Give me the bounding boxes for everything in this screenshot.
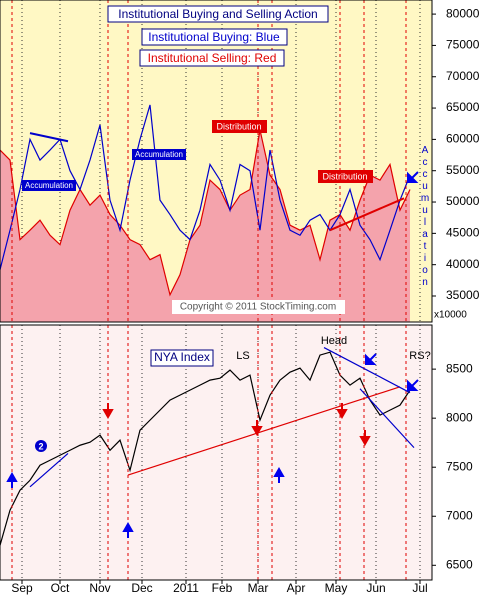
legend-box <box>141 28 288 46</box>
series-line <box>0 104 411 270</box>
trendline <box>329 197 405 232</box>
y-tick-label: 50000 <box>446 194 480 208</box>
x-tick-label: Feb <box>212 581 233 595</box>
copyright: Copyright © 2011 StockTiming.com <box>180 302 336 313</box>
copyright-box <box>172 300 345 314</box>
down-arrow <box>336 403 348 420</box>
badge <box>35 440 47 452</box>
label-box <box>22 180 76 191</box>
y-tick-label: 65000 <box>446 100 480 114</box>
y-tick-label: 75000 <box>446 38 480 52</box>
x-tick-label: Sep <box>11 581 33 595</box>
x-tick-label: Jul <box>412 581 427 595</box>
x-tick-label: Apr <box>287 581 306 595</box>
annotation: Distribution <box>216 121 261 131</box>
series-line <box>0 129 411 297</box>
y-tick-label: 7500 <box>446 459 473 473</box>
top-frame <box>0 0 433 323</box>
y-tick-label: 60000 <box>446 132 480 146</box>
selling-area <box>0 129 410 322</box>
title: Institutional Buying and Selling Action <box>118 7 317 21</box>
y-tick-label: 40000 <box>446 257 480 271</box>
legend-red: Institutional Selling: Red <box>148 51 277 65</box>
bottom-frame <box>0 324 433 581</box>
x-tick-label: Mar <box>248 581 269 595</box>
series-line <box>0 351 411 546</box>
annotation: RS? <box>409 350 430 362</box>
label-box <box>132 149 186 160</box>
y-tick-label: 70000 <box>446 69 480 83</box>
up-arrow <box>6 471 18 488</box>
y-tick-label: 6500 <box>446 557 473 571</box>
y-tick-label: 8500 <box>446 361 473 375</box>
x-tick-label: Nov <box>89 581 110 595</box>
unit-label: x10000 <box>434 310 467 321</box>
y-tick-label: 80000 <box>446 6 480 20</box>
x-tick-label: Dec <box>131 581 152 595</box>
down-arrow <box>102 403 114 420</box>
arrows <box>6 171 419 538</box>
annotation: Accumulation <box>135 150 183 159</box>
y-tick-label: 7000 <box>446 508 473 522</box>
down-arrow <box>251 420 263 437</box>
diag-arrow <box>407 171 419 183</box>
x-tick-label: 2011 <box>173 581 199 595</box>
x-tick-label: Oct <box>51 581 70 595</box>
annotation: Accumulation <box>25 181 73 190</box>
up-arrow <box>122 521 134 538</box>
label-box <box>318 170 373 183</box>
y-tick-label: 8000 <box>446 410 473 424</box>
legend-box <box>139 49 285 67</box>
trendline <box>29 132 69 143</box>
title: NYA Index <box>154 350 210 364</box>
title-box <box>150 349 214 367</box>
y-tick-label: 55000 <box>446 163 480 177</box>
y-tick-label: 45000 <box>446 226 480 240</box>
trendline <box>359 388 415 449</box>
trendline <box>29 453 69 488</box>
trendline <box>323 347 411 394</box>
annotation: 2 <box>38 441 43 451</box>
x-tick-label: Jun <box>366 581 385 595</box>
legend-blue: Institutional Buying: Blue <box>148 30 280 44</box>
annotation: Distribution <box>322 171 367 181</box>
title-box <box>107 5 329 23</box>
trendline <box>127 386 401 476</box>
annotation: LS <box>236 350 249 362</box>
bottom-panel <box>0 325 432 580</box>
label-box <box>212 120 267 133</box>
diag-arrow <box>407 379 419 391</box>
x-tick-label: May <box>325 581 348 595</box>
diag-arrow <box>365 353 377 365</box>
y-tick-label: 35000 <box>446 288 480 302</box>
annotation-vertical: Accumulation <box>420 145 431 289</box>
down-arrow <box>359 430 371 447</box>
up-arrow <box>273 466 285 483</box>
annotation: Head <box>321 335 347 347</box>
